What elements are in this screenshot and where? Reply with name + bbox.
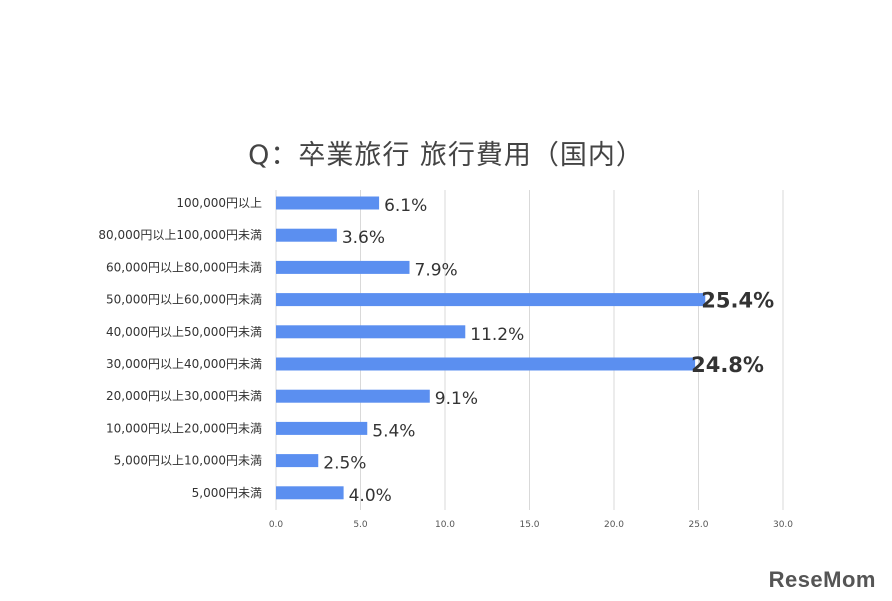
data-label: 24.8% bbox=[691, 353, 764, 377]
data-label: 7.9% bbox=[415, 260, 458, 280]
x-tick-label: 15.0 bbox=[519, 520, 539, 530]
x-tick-label: 30.0 bbox=[773, 520, 793, 530]
category-label: 5,000円未満 bbox=[192, 486, 262, 500]
x-tick-label: 20.0 bbox=[604, 520, 624, 530]
data-label: 5.4% bbox=[372, 421, 415, 441]
category-label: 50,000円以上60,000円未満 bbox=[106, 293, 262, 307]
category-label: 5,000円以上10,000円未満 bbox=[114, 454, 262, 468]
bar bbox=[276, 325, 466, 339]
data-label: 9.1% bbox=[435, 389, 478, 409]
data-label: 2.5% bbox=[323, 454, 366, 474]
bar bbox=[276, 421, 368, 435]
data-label: 4.0% bbox=[349, 486, 392, 506]
bar bbox=[276, 357, 696, 371]
category-label: 40,000円以上50,000円未満 bbox=[106, 325, 262, 339]
category-label: 100,000円以上 bbox=[176, 196, 262, 210]
category-label: 60,000円以上80,000円未満 bbox=[106, 260, 262, 274]
x-tick-label: 0.0 bbox=[269, 520, 284, 530]
data-label: 11.2% bbox=[470, 325, 524, 345]
x-tick-label: 25.0 bbox=[688, 520, 708, 530]
bar bbox=[276, 389, 430, 403]
data-label: 3.6% bbox=[342, 228, 385, 248]
bar bbox=[276, 293, 706, 307]
category-label: 20,000円以上30,000円未満 bbox=[106, 389, 262, 403]
bar bbox=[276, 196, 380, 210]
bar bbox=[276, 228, 337, 242]
bar bbox=[276, 486, 344, 500]
category-label: 10,000円以上20,000円未満 bbox=[106, 421, 262, 435]
x-tick-label: 5.0 bbox=[353, 520, 368, 530]
resemom-logo: ReseMom bbox=[768, 567, 876, 592]
bar bbox=[276, 454, 319, 468]
data-label: 6.1% bbox=[384, 196, 427, 216]
bar bbox=[276, 260, 410, 274]
category-label: 80,000円以上100,000円未満 bbox=[98, 228, 262, 242]
chart-title: Q：卒業旅行 旅行費用（国内） bbox=[248, 140, 644, 171]
data-label: 25.4% bbox=[701, 289, 774, 313]
x-tick-label: 10.0 bbox=[435, 520, 455, 530]
category-label: 30,000円以上40,000円未満 bbox=[106, 357, 262, 371]
